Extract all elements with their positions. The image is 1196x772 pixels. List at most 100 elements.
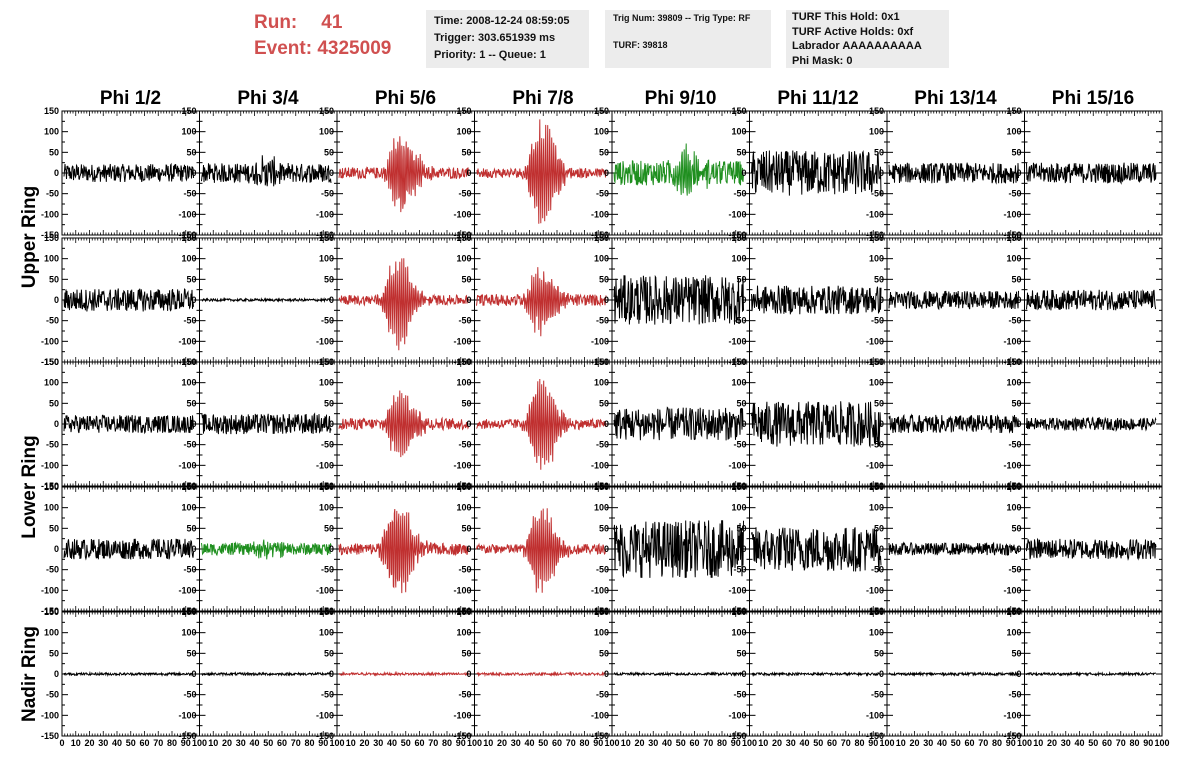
phi-mask-text: Phi Mask: 0: [792, 54, 853, 67]
y-tick-label: -150: [453, 481, 471, 491]
y-tick-label: 0: [191, 295, 196, 305]
waveform-panel: 150 100 50 0 -50 -100 -150: [41, 482, 200, 616]
y-tick-label: -150: [453, 731, 471, 741]
y-tick-label: -100: [316, 710, 334, 720]
y-tick-label: 50: [874, 274, 884, 284]
y-tick-label: -100: [41, 460, 59, 470]
y-tick-label: 150: [594, 106, 609, 116]
y-tick-label: -150: [41, 731, 59, 741]
y-tick-label: 100: [456, 378, 471, 388]
y-tick-label: -100: [728, 209, 746, 219]
y-tick-label: 50: [324, 398, 334, 408]
y-tick-label: 50: [599, 147, 609, 157]
y-tick-label: -100: [453, 336, 471, 346]
y-tick-label: -100: [41, 585, 59, 595]
y-tick-label: 50: [186, 274, 196, 284]
y-tick-label: 100: [181, 378, 196, 388]
y-tick-label: 100: [181, 127, 196, 137]
y-tick-label: -50: [321, 565, 334, 575]
y-tick-label: 150: [44, 482, 59, 492]
y-tick-label: 50: [1011, 523, 1021, 533]
y-tick-label: 0: [466, 544, 471, 554]
y-tick-label: 150: [181, 482, 196, 492]
waveform-line: [613, 520, 744, 579]
y-tick-label: -50: [871, 316, 884, 326]
y-tick-label: -50: [1008, 189, 1021, 199]
y-tick-label: 50: [186, 648, 196, 658]
y-tick-label: -50: [46, 690, 59, 700]
waveform-panel: 150 100 50 0 -50 -100 -150: [453, 357, 613, 491]
y-tick-label: 150: [181, 607, 196, 617]
y-tick-label: 150: [181, 357, 196, 367]
run-value: 41: [321, 12, 343, 33]
y-tick-label: -150: [1003, 230, 1021, 240]
y-tick-label: -50: [46, 565, 59, 575]
waveform-line: [63, 162, 194, 183]
waveform-line: [201, 296, 332, 304]
y-tick-label: 0: [466, 168, 471, 178]
y-tick-label: 150: [319, 106, 334, 116]
y-tick-label: 50: [736, 147, 746, 157]
y-tick-label: 50: [461, 648, 471, 658]
y-tick-label: -50: [183, 690, 196, 700]
waveform-line: [476, 267, 607, 337]
y-tick-label: 100: [181, 628, 196, 638]
waveform-panel: 150 100 50 0 -50 -100 -150: [316, 233, 475, 367]
y-tick-label: 100: [869, 503, 884, 513]
y-tick-label: 50: [461, 523, 471, 533]
column-header: Phi 7/8: [512, 88, 574, 109]
y-tick-label: -150: [453, 230, 471, 240]
column-header: Phi 11/12: [777, 88, 859, 109]
y-tick-label: 100: [731, 127, 746, 137]
waveform-panel: 150 100 50 0 -50 -100 -150: [728, 482, 888, 616]
y-tick-label: -150: [178, 230, 196, 240]
y-tick-label: -50: [871, 440, 884, 450]
y-tick-label: 50: [461, 274, 471, 284]
y-tick-label: 50: [49, 398, 59, 408]
y-tick-label: -150: [178, 606, 196, 616]
column-header: Phi 1/2: [99, 88, 162, 109]
y-tick-label: 0: [604, 419, 609, 429]
y-tick-label: 150: [319, 233, 334, 243]
y-tick-label: -50: [1008, 565, 1021, 575]
y-tick-label: 50: [324, 274, 334, 284]
column-header: Phi 3/4: [237, 88, 299, 109]
y-tick-label: 50: [461, 398, 471, 408]
waveform-panel: 150 100 50 0 -50 -100 -150: [316, 106, 475, 240]
trigger-text: Trigger: 303.651939 ms: [434, 32, 556, 44]
time-panel: Time: 2008-12-24 08:59:05 Trigger: 303.6…: [426, 10, 589, 68]
y-tick-label: 100: [731, 503, 746, 513]
y-tick-label: 50: [324, 147, 334, 157]
y-tick-label: -50: [183, 316, 196, 326]
y-tick-label: -100: [866, 209, 884, 219]
y-tick-label: 0: [604, 168, 609, 178]
y-tick-label: -150: [591, 481, 609, 491]
waveform-panel: 150 100 50 0 -50 -100 -150: [591, 106, 750, 240]
y-tick-label: -150: [41, 357, 59, 367]
labrador-text: Labrador AAAAAAAAAA: [792, 40, 922, 52]
y-tick-label: 150: [731, 233, 746, 243]
waveform-line: [1026, 537, 1157, 561]
y-tick-label: -100: [316, 336, 334, 346]
y-tick-label: 0: [466, 419, 471, 429]
y-tick-label: 50: [874, 398, 884, 408]
y-tick-label: 50: [599, 523, 609, 533]
column-header: Phi 5/6: [374, 88, 437, 109]
y-tick-label: -100: [453, 460, 471, 470]
waveform-panel: 150 100 50 0 -50 -100 -150: [178, 357, 338, 491]
y-tick-label: -100: [41, 336, 59, 346]
y-tick-label: 100: [1006, 378, 1021, 388]
y-tick-label: 150: [1006, 233, 1021, 243]
y-tick-label: 100: [319, 378, 334, 388]
y-tick-label: -50: [596, 440, 609, 450]
waveform-line: [63, 670, 194, 677]
waveform-panel: 150 100 50 0 -50 -100 -150: [866, 106, 1025, 240]
y-tick-label: -100: [728, 585, 746, 595]
y-tick-label: -100: [866, 460, 884, 470]
waveform-panel: 150 100 50 0 -50 -100 -150: [591, 357, 750, 491]
waveform-panel: 150 100 50 0 -50 -100 -150: [866, 482, 1025, 616]
waveform-panel: 150 100 50 0 -50 -100 -150: [41, 357, 200, 491]
y-tick-label: -150: [728, 230, 746, 240]
waveform-line: [751, 527, 882, 572]
waveform-line: [338, 670, 469, 677]
